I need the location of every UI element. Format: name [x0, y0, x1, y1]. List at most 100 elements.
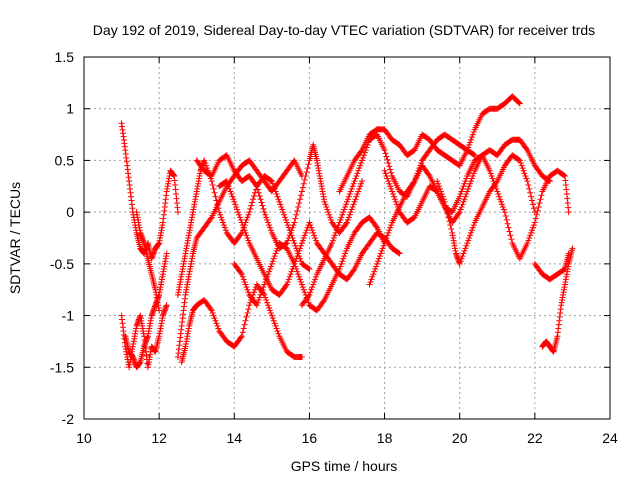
- data-point: [244, 214, 251, 221]
- data-point: [245, 306, 252, 313]
- data-point: [350, 201, 357, 208]
- data-point: [355, 167, 362, 174]
- data-point: [464, 147, 471, 154]
- data-point: [266, 304, 273, 311]
- data-point: [286, 232, 293, 239]
- data-point: [442, 202, 449, 209]
- data-point: [461, 196, 468, 203]
- data-point: [264, 216, 271, 223]
- data-point: [462, 178, 469, 185]
- series-arc-10: [231, 214, 388, 314]
- data-point: [257, 196, 264, 203]
- data-point: [330, 235, 337, 241]
- data-point: [221, 224, 228, 231]
- data-point: [529, 201, 536, 208]
- data-point: [260, 284, 267, 291]
- x-tick-label: 22: [527, 430, 543, 446]
- data-point: [240, 325, 247, 332]
- data-point: [209, 309, 216, 316]
- data-point: [266, 307, 273, 314]
- data-point: [282, 216, 289, 223]
- data-point: [239, 329, 246, 336]
- data-point: [286, 273, 293, 280]
- data-point: [382, 150, 389, 157]
- data-point: [386, 227, 393, 234]
- data-point: [435, 180, 442, 187]
- data-point: [373, 223, 380, 230]
- data-point: [268, 178, 275, 185]
- data-point: [356, 185, 363, 192]
- data-point: [307, 222, 314, 229]
- series-arc-1: [118, 120, 181, 262]
- data-point: [251, 289, 258, 296]
- data-point: [521, 170, 528, 177]
- data-point: [516, 100, 523, 107]
- data-point: [213, 320, 220, 327]
- data-point: [443, 206, 450, 213]
- data-point: [271, 253, 278, 260]
- data-point: [301, 176, 308, 183]
- data-point: [276, 198, 283, 205]
- data-point: [215, 205, 222, 212]
- data-point: [272, 250, 279, 257]
- data-point: [238, 271, 245, 278]
- y-tick-label: -1.5: [50, 359, 74, 375]
- data-point: [378, 247, 385, 254]
- data-point: [341, 206, 348, 213]
- data-point: [262, 211, 269, 218]
- data-point: [243, 313, 250, 320]
- data-point: [300, 180, 307, 187]
- data-point: [279, 206, 286, 213]
- data-point: [470, 151, 477, 158]
- data-point: [503, 216, 510, 223]
- data-point: [259, 202, 266, 209]
- data-point: [290, 222, 297, 229]
- data-point: [298, 281, 305, 288]
- data-point: [306, 266, 313, 273]
- data-point: [462, 245, 469, 252]
- data-point: [259, 286, 266, 293]
- data-point: [499, 203, 506, 210]
- x-tick-label: 10: [76, 430, 92, 446]
- data-point: [390, 191, 397, 198]
- data-point: [263, 214, 270, 221]
- data-point: [516, 157, 523, 164]
- data-point: [231, 198, 238, 205]
- data-point: [367, 278, 374, 285]
- data-point: [294, 268, 301, 275]
- data-point: [466, 141, 473, 148]
- data-point: [522, 172, 529, 179]
- data-point: [297, 196, 304, 203]
- data-point: [251, 286, 258, 293]
- y-tick-label: 0: [66, 204, 74, 220]
- data-point: [393, 201, 400, 208]
- data-point: [262, 294, 269, 301]
- data-point: [466, 235, 473, 241]
- data-point: [336, 219, 343, 226]
- data-point: [298, 353, 305, 360]
- data-point: [254, 186, 261, 193]
- data-point: [241, 278, 248, 285]
- data-point: [360, 152, 367, 159]
- data-point: [504, 220, 511, 227]
- data-point: [507, 232, 514, 239]
- data-point: [493, 179, 500, 186]
- data-point: [515, 156, 522, 163]
- data-point: [387, 166, 394, 173]
- data-point: [495, 191, 502, 198]
- data-point: [425, 171, 432, 178]
- data-point: [336, 266, 343, 273]
- data-point: [537, 196, 544, 203]
- data-point: [350, 267, 357, 274]
- data-point: [438, 191, 445, 198]
- data-point: [265, 302, 272, 309]
- data-point: [467, 229, 474, 236]
- data-point: [292, 215, 299, 222]
- data-point: [333, 227, 340, 234]
- data-point: [258, 289, 265, 296]
- data-point: [244, 286, 251, 293]
- data-point: [459, 185, 466, 192]
- data-point: [322, 201, 329, 208]
- data-point: [386, 163, 393, 170]
- data-point: [243, 232, 250, 239]
